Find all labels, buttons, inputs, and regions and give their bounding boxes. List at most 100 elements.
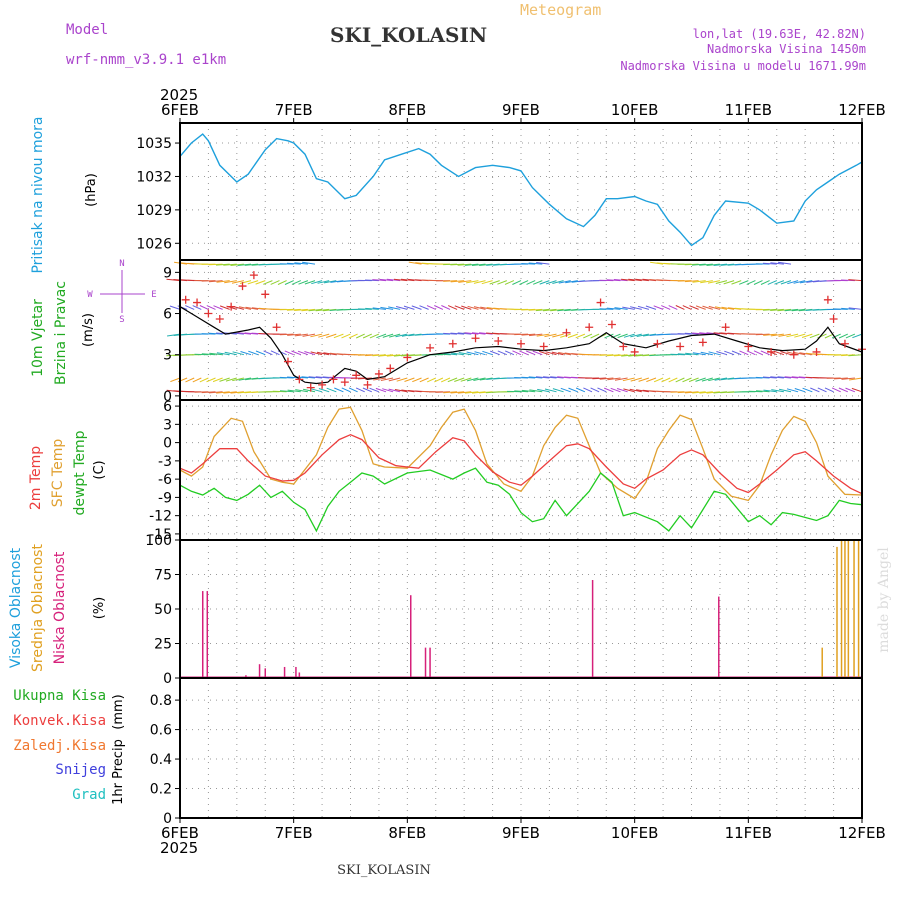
wind-barb xyxy=(688,377,699,383)
wind-barb xyxy=(411,305,422,310)
wind-barb xyxy=(301,308,316,312)
wind-barb xyxy=(597,387,607,393)
wind-barb xyxy=(606,307,621,310)
precip-legend-frz: Zaledj.Kisa xyxy=(13,738,106,754)
wind-obs-point xyxy=(539,342,548,351)
wind-barb xyxy=(355,387,365,393)
wind-barb xyxy=(467,305,479,310)
wind-barb xyxy=(731,350,742,356)
wind-barb xyxy=(845,387,856,393)
wind-barb xyxy=(279,333,294,336)
wind-barb xyxy=(677,353,692,356)
panel-frame-precip xyxy=(179,677,863,819)
y-tick-label: -6 xyxy=(158,472,172,488)
wind-barb xyxy=(760,280,770,285)
wind-obs-point xyxy=(823,295,832,304)
wind-barb xyxy=(308,308,323,312)
wind-barb xyxy=(695,377,706,382)
wind-barb xyxy=(237,332,252,335)
wind-barb xyxy=(323,352,337,356)
wind-barb xyxy=(294,262,308,265)
wind-barb xyxy=(552,280,564,284)
wind-barb xyxy=(450,391,465,394)
wind-barb xyxy=(440,377,451,383)
wind-barb xyxy=(365,307,379,310)
wind-barb xyxy=(526,280,536,285)
wind-barb xyxy=(395,306,408,310)
cloud-label-low: Niska Oblacnost xyxy=(52,551,68,664)
wind-barb xyxy=(614,307,628,310)
wind-barb xyxy=(315,308,330,312)
wind-barb xyxy=(668,305,678,310)
wind-obs-point xyxy=(494,336,503,345)
wind-barb xyxy=(330,280,344,283)
wind-barb xyxy=(638,377,650,382)
wind-barb xyxy=(223,391,237,394)
wind-barb xyxy=(543,376,557,379)
wind-barb xyxy=(817,387,827,393)
wind-barb xyxy=(471,263,486,266)
pressure-label: Pritisak na nivou mora xyxy=(30,116,46,273)
wind-barb xyxy=(784,376,799,379)
wind-barb xyxy=(708,305,721,310)
wind-barb xyxy=(512,350,522,356)
wind-barb xyxy=(304,280,316,285)
wind-obs-point xyxy=(283,357,292,366)
wind-barb xyxy=(201,391,216,394)
wind-barb xyxy=(192,377,202,383)
station-title: SKI_KOLASIN xyxy=(330,23,487,47)
wind-barb xyxy=(715,280,728,284)
wind-barb xyxy=(216,352,230,356)
compass-e: E xyxy=(151,290,156,300)
wind-barb xyxy=(504,280,515,285)
wind-barb xyxy=(528,376,543,379)
x-tick-label-top: 10FEB xyxy=(611,101,658,119)
wind-barb xyxy=(645,305,657,310)
wind-barb xyxy=(466,351,479,356)
wind-barb xyxy=(396,377,408,382)
wind-barb xyxy=(848,354,863,357)
y-tick-label: 1032 xyxy=(136,169,172,185)
wind-barb xyxy=(838,333,849,339)
wind-barb xyxy=(552,333,564,338)
elevation-text: Nadmorska Visina 1450m xyxy=(707,42,866,56)
wind-barb xyxy=(695,305,706,310)
model-label: Model xyxy=(66,22,108,38)
wind-barb xyxy=(637,305,650,310)
wind-barb xyxy=(458,352,472,356)
wind-barb xyxy=(628,278,642,282)
wind-barb xyxy=(622,306,635,310)
wind-barb xyxy=(682,377,692,383)
wind-barb xyxy=(560,387,571,393)
wind-barb xyxy=(426,377,437,383)
wind-barb xyxy=(372,354,387,357)
wind-barb xyxy=(599,354,614,356)
wind-barb xyxy=(528,262,543,265)
wind-barb xyxy=(479,263,493,266)
wind-barb xyxy=(291,280,301,285)
wind-barb xyxy=(780,280,792,285)
wind-barb xyxy=(841,307,855,310)
wind-barb xyxy=(755,376,770,379)
wind-obs-point xyxy=(607,320,616,329)
wind-barb xyxy=(604,387,614,393)
wind-barb xyxy=(539,280,550,285)
wind-barb xyxy=(636,333,649,337)
wind-barb xyxy=(606,354,621,357)
wind-barb xyxy=(443,332,458,335)
wind-barb xyxy=(777,261,792,265)
wind-barb xyxy=(209,352,223,356)
temp-label-sfc: SFC Temp xyxy=(50,439,66,508)
x-tick-label-bottom: 7FEB xyxy=(275,824,313,842)
wind-barb xyxy=(621,354,635,357)
wind-barb xyxy=(326,387,337,393)
wind-barb xyxy=(636,389,649,393)
wind-barb xyxy=(519,350,529,356)
wind-barb xyxy=(201,280,216,282)
wind-obs-point xyxy=(295,375,304,384)
wind-barb xyxy=(833,377,848,380)
wind-barb xyxy=(771,389,784,393)
wind-obs-point xyxy=(630,347,639,356)
wind-barb xyxy=(457,332,472,335)
wind-barb xyxy=(323,280,337,284)
